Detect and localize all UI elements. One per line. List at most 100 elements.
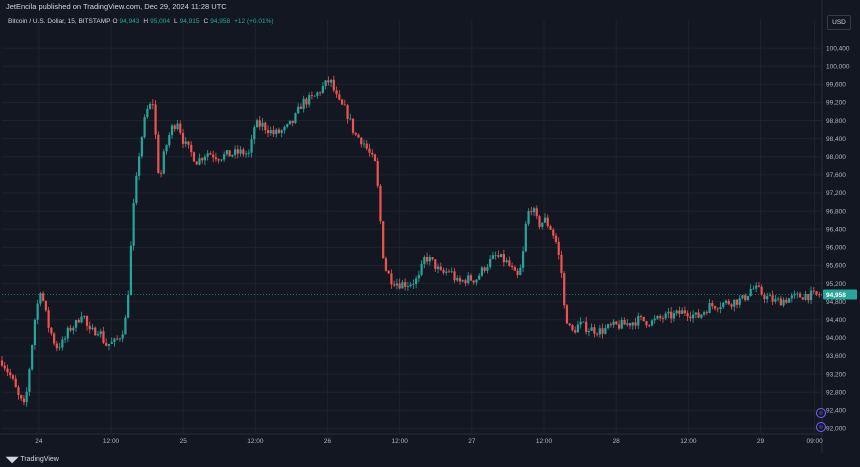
candle	[299, 103, 303, 109]
candle-body	[689, 316, 692, 319]
price-tick-label: 96,400	[826, 226, 846, 233]
candle-body	[209, 153, 212, 155]
candle-body	[497, 255, 500, 257]
currency-button[interactable]: USD	[827, 15, 851, 30]
candle	[63, 336, 67, 343]
price-axis[interactable]: 92,000 92,400 92,800 93,200 93,600 94,000 94,4…	[821, 0, 860, 453]
candle	[730, 303, 733, 310]
candle	[228, 150, 231, 157]
candle	[771, 290, 774, 305]
candle	[269, 126, 272, 136]
candle	[807, 293, 810, 304]
candle	[297, 103, 300, 115]
candle-body	[77, 320, 80, 323]
candle-body	[486, 266, 489, 271]
candle	[439, 262, 442, 271]
price-tick-label: 98,800	[826, 118, 846, 125]
candle-body	[66, 327, 69, 339]
candle	[184, 136, 187, 148]
candle-body	[146, 108, 149, 118]
candle-body	[53, 333, 56, 344]
candle-body	[692, 314, 695, 319]
candle-body	[148, 104, 152, 109]
candle-body	[672, 313, 676, 319]
candle-body	[700, 314, 703, 318]
candle	[31, 344, 34, 371]
candle	[264, 121, 267, 134]
candle	[305, 97, 308, 109]
candle-body	[42, 293, 45, 301]
candle-body	[286, 124, 289, 127]
candle-body	[132, 203, 135, 246]
candle-body	[478, 275, 481, 280]
time-tick-label: 27	[468, 438, 476, 445]
candle	[3, 361, 6, 372]
high-label: H	[143, 17, 149, 25]
candle-body	[33, 319, 37, 346]
candle	[225, 149, 228, 157]
candle	[277, 127, 281, 134]
candle	[85, 315, 89, 331]
symbol-label[interactable]: Bitcoin / U.S. Dollar, 15, BITSTAMP	[8, 17, 111, 25]
candle	[272, 125, 275, 137]
candle	[519, 264, 522, 276]
candle-body	[612, 321, 615, 326]
candle	[190, 141, 193, 157]
event-marker-icon[interactable]: ◎	[816, 422, 826, 432]
candle	[384, 256, 388, 272]
candle	[472, 280, 475, 285]
candle	[494, 251, 497, 260]
time-axis[interactable]: 24 12:00 25 12:00 26 12:00 27 12:00 28 12:00 29 09:…	[0, 433, 823, 445]
candle-body	[143, 117, 146, 138]
candle	[286, 123, 289, 129]
candle	[563, 271, 566, 309]
candle-body	[280, 130, 283, 133]
candle-body	[179, 123, 182, 133]
candle	[368, 143, 371, 157]
candle-body	[404, 282, 407, 287]
candle-body	[116, 338, 119, 340]
candle	[6, 364, 9, 377]
candle-body	[417, 274, 420, 279]
candle-body	[453, 271, 456, 281]
candle	[436, 263, 440, 274]
candle-body	[99, 331, 102, 335]
candle-body	[6, 368, 9, 373]
candle	[20, 394, 23, 402]
candle	[151, 99, 154, 110]
candle-body	[244, 153, 248, 155]
candle-body	[255, 120, 259, 128]
candle	[332, 75, 335, 93]
candle	[708, 298, 711, 314]
price-tick-label: 97,600	[826, 172, 846, 179]
candle	[667, 308, 670, 319]
candle	[288, 120, 292, 125]
candle-body	[436, 266, 440, 269]
candle-body	[431, 257, 434, 260]
candle-body	[568, 323, 571, 326]
candle-body	[500, 254, 503, 257]
candle	[203, 154, 207, 166]
candle-body	[538, 216, 541, 227]
footer-bar: ◥◤ TradingView	[0, 453, 860, 467]
candle	[521, 246, 525, 273]
candle-body	[587, 330, 590, 333]
candle-body	[324, 80, 327, 86]
price-tick-label: 95,600	[826, 263, 846, 270]
candle	[22, 395, 26, 406]
candle-body	[31, 345, 34, 370]
candle	[653, 314, 656, 324]
candle	[107, 343, 111, 351]
candle-body	[272, 130, 275, 135]
price-tick-label: 96,000	[826, 245, 846, 252]
candle-body	[796, 293, 799, 295]
event-marker-icon[interactable]: ◎	[816, 408, 826, 418]
candle-body	[368, 148, 371, 153]
candle-body	[752, 288, 755, 290]
candle	[434, 259, 437, 272]
candle-body	[626, 323, 629, 325]
tradingview-logo[interactable]: ◥◤ TradingView	[6, 455, 59, 464]
candle-body	[596, 333, 599, 335]
candle-body	[239, 149, 242, 154]
